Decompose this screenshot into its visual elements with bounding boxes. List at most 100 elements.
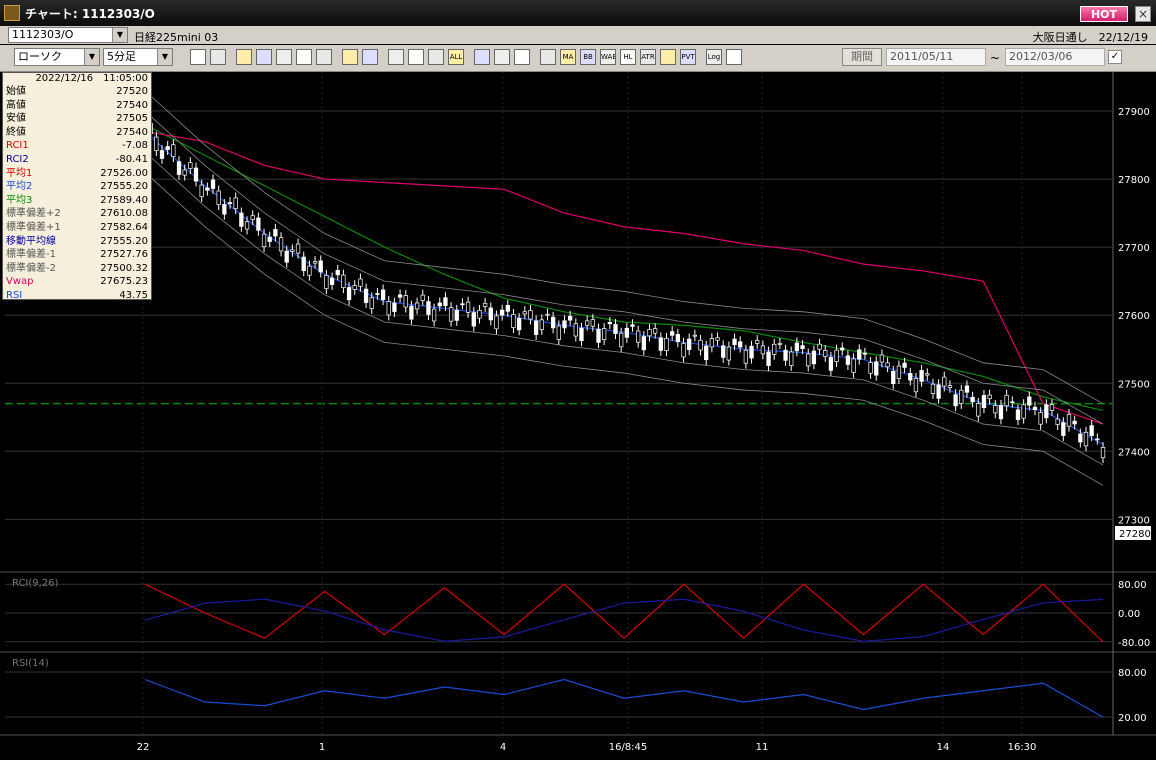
candle-body xyxy=(845,355,851,365)
data-window-value: 43.75 xyxy=(119,289,148,301)
scroll-left-icon[interactable] xyxy=(236,49,252,65)
bar-icon[interactable] xyxy=(408,49,424,65)
data-window-label: 安値 xyxy=(6,113,26,125)
candle-body xyxy=(505,304,510,312)
candle-body xyxy=(1066,414,1072,427)
candle-body xyxy=(216,190,221,205)
candle-body xyxy=(925,373,930,376)
candle-body xyxy=(579,327,584,342)
data-window-label: 標準偏差+1 xyxy=(6,221,61,233)
series-line-2 xyxy=(144,130,1104,425)
candle-body xyxy=(437,302,442,307)
pointer-icon[interactable] xyxy=(362,49,378,65)
candle-body xyxy=(573,323,578,337)
data-window-value: 27555.20 xyxy=(100,235,148,247)
candle-body xyxy=(834,349,839,362)
candle-body xyxy=(346,287,352,301)
chevron-down-icon[interactable]: ▼ xyxy=(157,49,172,65)
disabled-icon[interactable] xyxy=(316,49,332,65)
candle-body xyxy=(159,150,165,159)
chevron-down-icon[interactable]: ▼ xyxy=(112,28,127,42)
data-window-value: 27500.32 xyxy=(100,262,148,274)
candle-body xyxy=(692,334,698,337)
candle-body xyxy=(800,345,805,350)
date-to-field[interactable]: 2012/03/06 xyxy=(1005,48,1105,66)
candle-body xyxy=(375,293,380,295)
chevron-down-icon[interactable]: ▼ xyxy=(84,49,99,65)
bar2-icon[interactable] xyxy=(428,49,444,65)
period-button[interactable]: 期間 xyxy=(842,48,882,66)
candle-body xyxy=(545,313,550,316)
wave-icon[interactable]: WAE xyxy=(600,49,616,65)
arrows-icon[interactable] xyxy=(296,49,312,65)
data-window-row: 高値 27540 xyxy=(3,99,151,113)
candle-body xyxy=(363,288,369,303)
candle-body xyxy=(868,362,873,374)
candle-body xyxy=(607,322,612,325)
zoom-icon[interactable] xyxy=(190,49,206,65)
candle-body xyxy=(154,136,159,151)
wrench-icon[interactable] xyxy=(494,49,510,65)
candle-body xyxy=(987,394,992,400)
apply-checkbox[interactable]: ✓ xyxy=(1108,50,1122,64)
candle-body xyxy=(942,376,947,387)
range-separator: ~ xyxy=(990,51,1001,65)
candle-body xyxy=(1049,404,1055,411)
data-window-row: 終値 27540 xyxy=(3,126,151,140)
chart-type-select[interactable]: ローソク ▼ xyxy=(14,48,100,66)
candle-body xyxy=(556,325,561,340)
trend-icon[interactable] xyxy=(388,49,404,65)
candle-body xyxy=(687,338,692,350)
ruler-icon[interactable] xyxy=(276,49,292,65)
data-window-timestamp: 2022/12/16 11:05:00 xyxy=(35,73,148,84)
pen-icon[interactable] xyxy=(342,49,358,65)
candle-body xyxy=(392,302,397,312)
candle-body xyxy=(511,314,516,328)
current-price-tag xyxy=(1115,525,1151,540)
candle-body xyxy=(976,403,981,417)
candle-body xyxy=(891,371,896,385)
hl-icon[interactable]: HL xyxy=(620,49,636,65)
candle-body xyxy=(482,302,488,307)
data-window-row: 安値 27505 xyxy=(3,112,151,126)
candle-body xyxy=(624,327,629,338)
interval-select[interactable]: 5分足 ▼ xyxy=(103,48,173,66)
ab-icon[interactable] xyxy=(660,49,676,65)
candle-body xyxy=(471,312,476,327)
market-date: 大阪日通し 22/12/19 xyxy=(1032,31,1148,44)
close-button[interactable]: × xyxy=(1135,6,1151,22)
date-from-field[interactable]: 2011/05/11 xyxy=(886,48,986,66)
settings-icon[interactable] xyxy=(474,49,490,65)
all-icon[interactable]: ALL xyxy=(448,49,464,65)
candle-body xyxy=(930,383,936,394)
candle-body xyxy=(256,217,261,231)
candle-body xyxy=(324,275,329,289)
candle-body xyxy=(522,311,527,315)
band-line xyxy=(144,151,1104,466)
ma-icon[interactable]: MA xyxy=(560,49,576,65)
log-icon[interactable]: Log xyxy=(706,49,722,65)
symbol-combo[interactable]: 1112303/O ▼ xyxy=(8,27,128,43)
band-line xyxy=(144,90,1104,405)
app-icon xyxy=(4,5,20,21)
color-icon[interactable] xyxy=(514,49,530,65)
fit-icon[interactable] xyxy=(256,49,272,65)
chart-type-value: ローソク xyxy=(18,50,62,63)
pvt-icon[interactable]: PVT xyxy=(680,49,696,65)
candle-body xyxy=(329,277,335,285)
data-window-row: 標準偏差-2 27500.32 xyxy=(3,262,151,276)
data-window-value: 27675.23 xyxy=(100,276,148,288)
candle-body xyxy=(165,146,170,150)
candle-body xyxy=(715,337,720,341)
candle-body xyxy=(675,334,681,343)
bb-icon[interactable]: BB xyxy=(580,49,596,65)
candle-body xyxy=(341,274,346,288)
candle-body xyxy=(811,350,817,365)
candle-body xyxy=(199,184,204,197)
crosshair-icon[interactable] xyxy=(210,49,226,65)
atr-icon[interactable]: ATR xyxy=(640,49,656,65)
grid-icon[interactable] xyxy=(540,49,556,65)
hot-button[interactable]: HOT xyxy=(1080,6,1128,22)
export-icon[interactable] xyxy=(726,49,742,65)
